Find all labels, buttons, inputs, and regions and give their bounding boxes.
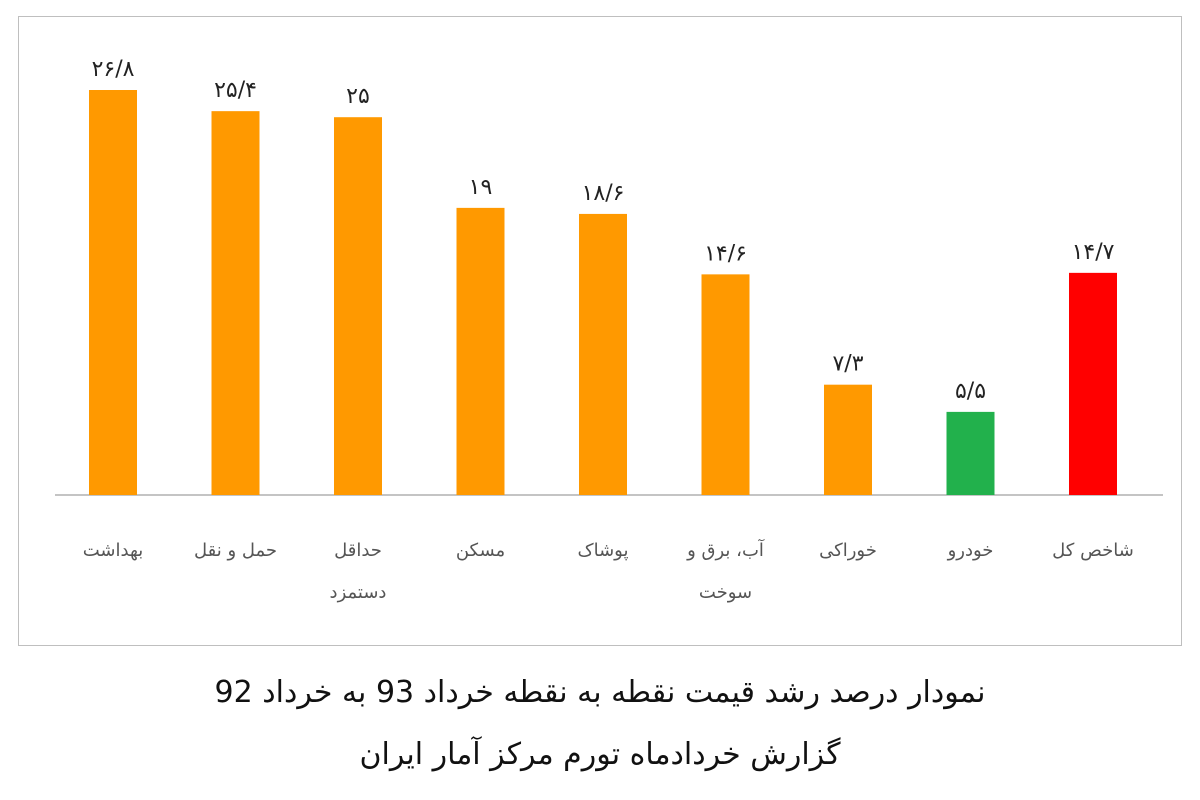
bar <box>579 213 627 495</box>
category-label: حداقل <box>334 540 382 561</box>
category-label: خودرو <box>947 540 994 561</box>
chart-caption-title: نمودار درصد رشد قیمت نقطه به نقطه خرداد … <box>214 675 986 710</box>
bar <box>456 207 505 495</box>
bar <box>824 384 872 495</box>
category-label: آب، برق و <box>686 538 765 561</box>
bar <box>334 117 382 496</box>
bar <box>1069 272 1117 495</box>
data-label: ۱۹ <box>469 175 493 200</box>
data-label: ۵/۵ <box>955 379 986 404</box>
data-label: ۱۸/۶ <box>582 181 625 206</box>
category-label: بهداشت <box>83 540 144 561</box>
category-label: شاخص کل <box>1052 540 1134 561</box>
category-label: پوشاک <box>578 540 629 561</box>
data-label: ۱۴/۷ <box>1072 240 1115 265</box>
bar <box>89 90 137 495</box>
chart-caption-source: گزارش خردادماه تورم مرکز آمار ایران <box>359 737 841 772</box>
data-label: ۱۴/۶ <box>704 241 747 266</box>
category-label: حمل و نقل <box>194 540 277 561</box>
category-label: دستمزد <box>330 582 387 603</box>
category-label: سوخت <box>699 582 752 603</box>
category-label: خوراکی <box>819 540 877 561</box>
category-label: مسکن <box>456 540 505 561</box>
data-label: ۲۶/۸ <box>92 57 135 82</box>
bar <box>946 411 995 495</box>
bar <box>701 274 750 495</box>
data-label: ۲۵/۴ <box>214 78 257 103</box>
data-label: ۲۵ <box>346 84 370 109</box>
data-label: ۷/۳ <box>832 352 863 377</box>
bar <box>211 111 260 496</box>
